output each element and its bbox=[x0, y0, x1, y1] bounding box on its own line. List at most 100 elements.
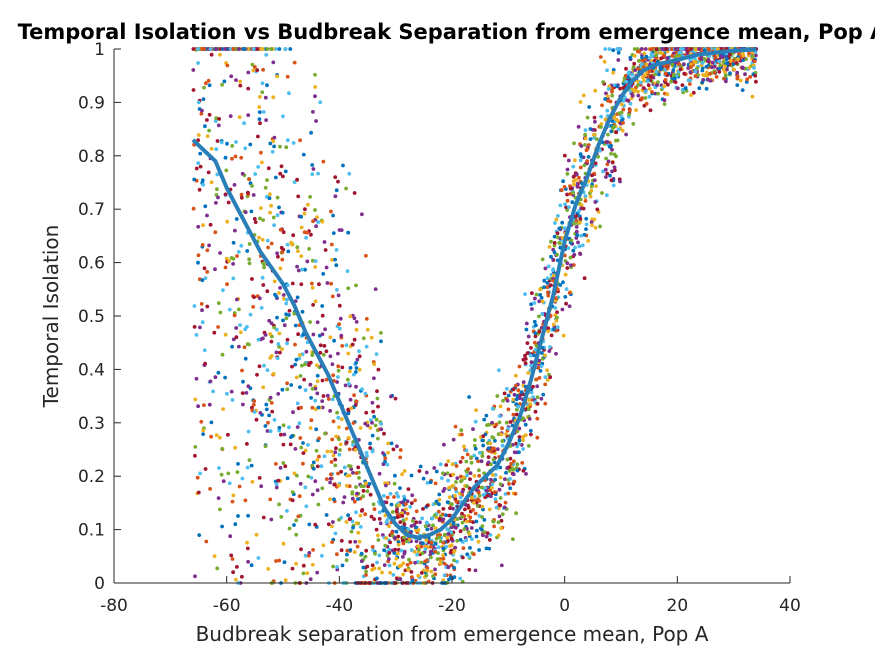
scatter-point bbox=[558, 203, 563, 208]
scatter-point bbox=[240, 368, 244, 373]
scatter-point bbox=[521, 357, 526, 362]
scatter-point bbox=[199, 419, 204, 424]
scatter-point bbox=[604, 175, 608, 179]
scatter-point bbox=[506, 426, 511, 431]
scatter-point bbox=[346, 407, 351, 412]
scatter-point bbox=[315, 373, 320, 378]
scatter-point bbox=[262, 265, 266, 270]
scatter-point bbox=[265, 289, 270, 294]
scatter-point bbox=[310, 281, 314, 286]
scatter-point bbox=[292, 180, 297, 185]
scatter-point bbox=[265, 368, 270, 372]
scatter-point bbox=[705, 74, 710, 78]
scatter-point bbox=[192, 304, 197, 308]
scatter-point bbox=[384, 520, 389, 525]
scatter-point bbox=[278, 227, 283, 232]
scatter-point bbox=[579, 202, 584, 207]
scatter-point bbox=[249, 563, 254, 568]
scatter-point bbox=[395, 515, 400, 519]
scatter-point bbox=[406, 568, 410, 572]
scatter-point bbox=[648, 108, 653, 113]
scatter-point bbox=[193, 574, 197, 579]
scatter-point bbox=[491, 519, 495, 524]
scatter-point bbox=[257, 235, 261, 240]
scatter-point bbox=[201, 428, 206, 433]
scatter-point bbox=[659, 67, 663, 72]
scatter-point bbox=[246, 513, 251, 518]
scatter-point bbox=[266, 567, 271, 571]
scatter-point bbox=[498, 475, 503, 480]
scatter-point bbox=[354, 521, 359, 526]
scatter-point bbox=[677, 62, 682, 66]
scatter-point bbox=[461, 546, 466, 550]
scatter-point bbox=[285, 337, 290, 342]
scatter-point bbox=[282, 296, 286, 301]
scatter-point bbox=[750, 94, 755, 99]
scatter-point bbox=[334, 434, 339, 439]
scatter-point bbox=[500, 426, 504, 431]
scatter-point bbox=[203, 361, 208, 366]
scatter-point bbox=[429, 526, 434, 531]
scatter-point bbox=[322, 454, 327, 459]
scatter-point bbox=[216, 301, 221, 305]
scatter-point bbox=[460, 520, 465, 525]
scatter-point bbox=[455, 538, 460, 543]
scatter-point bbox=[503, 500, 508, 505]
scatter-point bbox=[402, 526, 407, 530]
scatter-point bbox=[496, 533, 501, 538]
scatter-point bbox=[229, 553, 234, 558]
scatter-point bbox=[259, 306, 264, 310]
scatter-point bbox=[600, 103, 604, 108]
scatter-point bbox=[471, 520, 475, 524]
scatter-point bbox=[374, 527, 379, 532]
scatter-point bbox=[708, 72, 712, 76]
scatter-point bbox=[671, 72, 676, 77]
scatter-point bbox=[202, 47, 207, 51]
x-tick-label: -40 bbox=[325, 596, 353, 616]
scatter-point bbox=[500, 443, 505, 448]
scatter-point bbox=[346, 230, 351, 235]
scatter-point bbox=[582, 276, 587, 281]
scatter-point bbox=[577, 244, 582, 249]
scatter-point bbox=[251, 68, 256, 73]
scatter-point bbox=[295, 425, 300, 429]
scatter-point bbox=[308, 320, 312, 324]
scatter-point bbox=[647, 86, 652, 91]
scatter-point bbox=[547, 349, 552, 353]
scatter-point bbox=[345, 552, 349, 557]
scatter-point bbox=[467, 395, 471, 399]
scatter-point bbox=[388, 491, 393, 496]
scatter-point bbox=[313, 85, 318, 89]
scatter-point bbox=[540, 299, 545, 304]
scatter-point bbox=[367, 482, 372, 486]
scatter-point bbox=[339, 333, 344, 338]
scatter-point bbox=[191, 88, 196, 92]
scatter-point bbox=[203, 204, 208, 209]
scatter-point bbox=[426, 579, 431, 584]
scatter-point bbox=[230, 557, 235, 561]
scatter-point bbox=[499, 563, 504, 568]
scatter-point bbox=[235, 297, 239, 302]
scatter-point bbox=[279, 245, 284, 250]
scatter-point bbox=[320, 405, 325, 410]
scatter-point bbox=[377, 566, 382, 571]
scatter-point bbox=[666, 82, 670, 87]
scatter-point bbox=[348, 464, 353, 469]
scatter-point bbox=[221, 479, 226, 484]
scatter-point bbox=[603, 167, 608, 172]
scatter-point bbox=[460, 555, 465, 560]
scatter-point bbox=[239, 155, 244, 160]
scatter-point bbox=[285, 509, 289, 513]
scatter-point bbox=[432, 466, 437, 470]
scatter-point bbox=[313, 265, 318, 269]
scatter-point bbox=[269, 203, 273, 208]
scatter-point bbox=[267, 413, 271, 418]
scatter-point bbox=[526, 334, 531, 339]
scatter-point bbox=[532, 319, 537, 324]
scatter-point bbox=[250, 184, 254, 188]
scatter-point bbox=[301, 152, 306, 157]
scatter-point bbox=[722, 76, 726, 81]
scatter-point bbox=[453, 424, 458, 429]
scatter-point bbox=[430, 516, 435, 521]
